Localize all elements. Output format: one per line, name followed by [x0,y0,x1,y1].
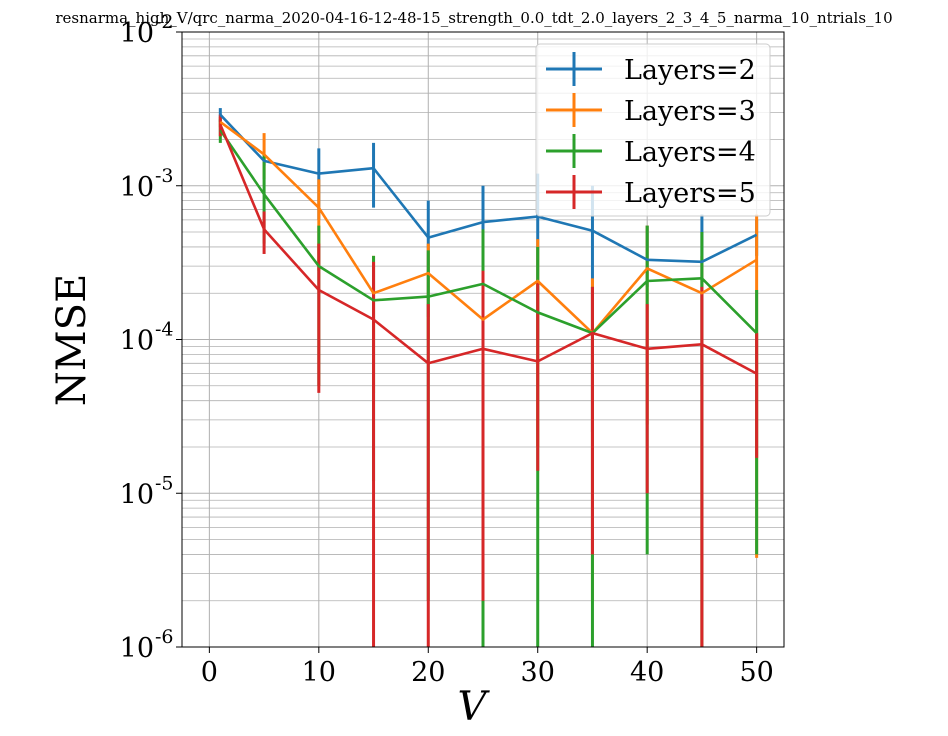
legend-box [535,43,771,217]
legend-entry: Layers=3 [546,93,756,127]
y-tick-exponent: -3 [155,165,174,187]
legend: Layers=2 Layers=3 Layers=4 Layers=5 [535,43,771,217]
y-tick-label: 10 [120,172,154,203]
series-layer [218,108,759,647]
y-tick-label: 10 [120,633,154,664]
y-tick-exponent: -6 [155,626,174,648]
legend-label: Layers=4 [624,137,756,168]
y-tick-exponent: -5 [155,472,174,494]
x-tick-label: 50 [739,657,773,688]
x-tick-label: 30 [521,657,555,688]
series-line [219,113,758,264]
legend-label: Layers=5 [624,178,756,209]
x-tick-label: 10 [302,657,336,688]
legend-entry: Layers=4 [546,134,756,168]
y-tick-label: 10 [120,479,154,510]
series-line [219,120,758,335]
y-tick-label: 10 [120,326,154,357]
y-axis-label: NMSE [49,274,95,407]
legend-label: Layers=2 [624,55,756,86]
x-tick-label: 20 [411,657,445,688]
series-line [219,129,758,335]
x-tick-label: 40 [630,657,664,688]
y-axis-ticks: 10-610-510-410-310-2 [120,11,182,664]
legend-label: Layers=3 [624,96,756,127]
y-tick-label: 10 [120,18,154,49]
y-tick-exponent: -2 [155,11,174,33]
legend-entry: Layers=2 [546,52,756,86]
legend-entry: Layers=5 [546,175,756,209]
x-axis-ticks: 0 10 20 30 40 50 [201,647,774,688]
x-tick-label: 0 [201,657,218,688]
chart-title: resnarma_high_V/qrc_narma_2020-04-16-12-… [55,9,892,27]
x-axis-label: V [458,684,491,730]
y-tick-exponent: -4 [155,319,174,341]
